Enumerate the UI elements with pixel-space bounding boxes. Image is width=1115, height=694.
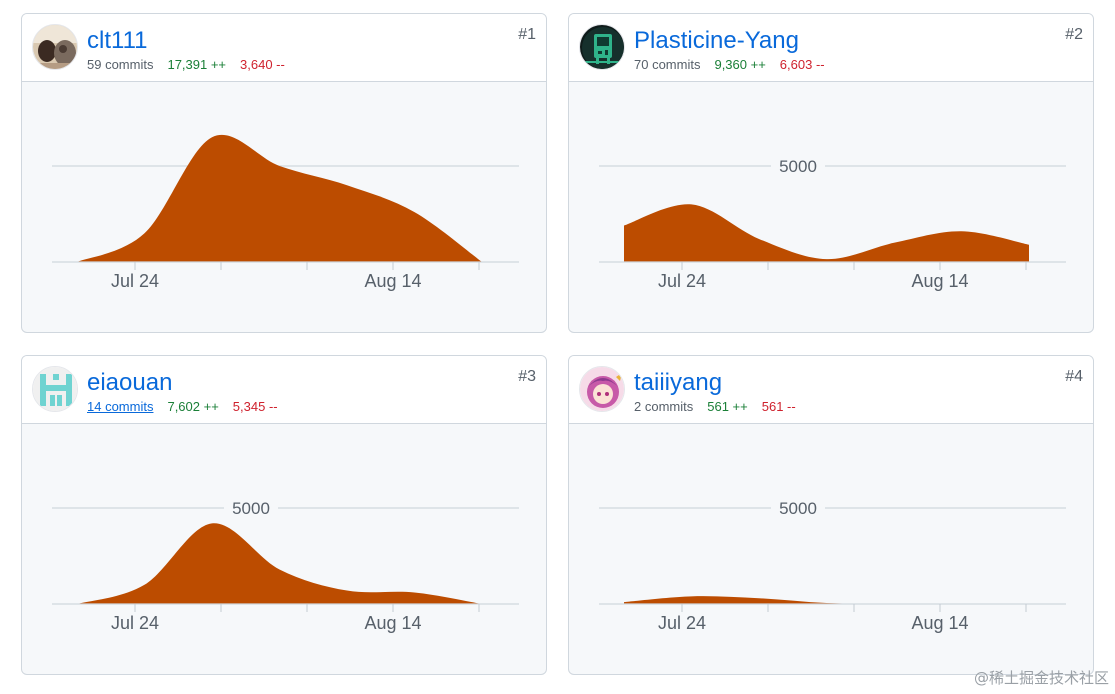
- y-gridline-label-bg: [224, 497, 278, 519]
- contributor-name-link[interactable]: eiaouan: [87, 369, 173, 396]
- deletions-count: 5,345 --: [232, 399, 278, 414]
- commit-count: 2 commits: [634, 399, 694, 414]
- y-gridline-label: 5000: [779, 499, 817, 518]
- contributor-name-link[interactable]: taiiiyang: [634, 369, 723, 396]
- rank-badge: #2: [1065, 26, 1083, 43]
- contributor-stats: 59 commits 17,391 ++ 3,640 --: [87, 57, 285, 73]
- x-tick-label: Aug 14: [364, 271, 421, 291]
- additions-count: 561 ++: [707, 399, 748, 414]
- additions-count: 7,602 ++: [167, 399, 219, 414]
- contributor-card-1: clt111 59 commits 17,391 ++ 3,640 -- #1 Ju…: [21, 13, 547, 333]
- rank-badge: #3: [518, 368, 536, 385]
- commits-area: [624, 596, 1029, 604]
- contributor-card-4: taiiiyang 2 commits 561 ++ 561 -- #4 5000 J…: [568, 355, 1094, 675]
- y-gridline-label-bg: [771, 497, 825, 519]
- card-header: taiiiyang 2 commits 561 ++ 561 -- #4: [569, 356, 1093, 424]
- y-gridline-label: 5000: [232, 499, 270, 518]
- card-header: Plasticine-Yang 70 commits 9,360 ++ 6,603 …: [569, 14, 1093, 82]
- photo-avatar-icon[interactable]: [32, 24, 78, 70]
- identicon-avatar-icon[interactable]: [32, 366, 78, 412]
- x-tick-label: Aug 14: [911, 271, 968, 291]
- contributor-stats: 2 commits 561 ++ 561 --: [634, 399, 796, 415]
- commits-area-chart: 5000 Jul 24 Aug 14: [599, 155, 1066, 291]
- x-tick-label: Jul 24: [111, 613, 159, 633]
- anime-avatar-icon[interactable]: [579, 366, 625, 412]
- rank-badge: #4: [1065, 368, 1083, 385]
- card-header: eiaouan 14 commits 7,602 ++ 5,345 -- #3: [22, 356, 546, 424]
- deletions-count: 3,640 --: [240, 57, 285, 72]
- commits-area: [77, 134, 482, 262]
- x-tick-label: Aug 14: [364, 613, 421, 633]
- x-tick-label: Jul 24: [658, 271, 706, 291]
- y-gridline-label: 5000: [779, 157, 817, 176]
- commits-area: [77, 523, 482, 604]
- additions-count: 9,360 ++: [714, 57, 766, 72]
- contributor-card-3: eiaouan 14 commits 7,602 ++ 5,345 -- #3 50…: [21, 355, 547, 675]
- commits-area: [624, 204, 1029, 262]
- contributor-name-link[interactable]: Plasticine-Yang: [634, 27, 799, 54]
- watermark: @稀土掘金技术社区: [973, 669, 1109, 687]
- commits-area-chart: Jul 24 Aug 14: [52, 134, 519, 291]
- deletions-count: 561 --: [761, 399, 796, 414]
- commit-count: 59 commits: [87, 57, 154, 72]
- contributor-name-link[interactable]: clt111: [87, 27, 148, 54]
- commits-area-chart: 5000 Jul 24 Aug 14: [599, 497, 1066, 633]
- commit-count-link[interactable]: 14 commits: [87, 399, 154, 414]
- x-tick-label: Jul 24: [111, 271, 159, 291]
- y-gridline-label-bg: [771, 155, 825, 177]
- robot-avatar-icon[interactable]: [579, 24, 625, 70]
- contributor-stats: 70 commits 9,360 ++ 6,603 --: [634, 57, 825, 73]
- commit-count: 70 commits: [634, 57, 701, 72]
- x-tick-label: Jul 24: [658, 613, 706, 633]
- card-header: clt111 59 commits 17,391 ++ 3,640 -- #1: [22, 14, 546, 82]
- contributor-stats: 14 commits 7,602 ++ 5,345 --: [87, 399, 278, 415]
- commits-area-chart: 5000 Jul 24 Aug 14: [52, 497, 519, 633]
- x-tick-label: Aug 14: [911, 613, 968, 633]
- deletions-count: 6,603 --: [779, 57, 825, 72]
- rank-badge: #1: [518, 26, 536, 43]
- contributor-card-2: Plasticine-Yang 70 commits 9,360 ++ 6,603 …: [568, 13, 1094, 333]
- additions-count: 17,391 ++: [167, 57, 227, 72]
